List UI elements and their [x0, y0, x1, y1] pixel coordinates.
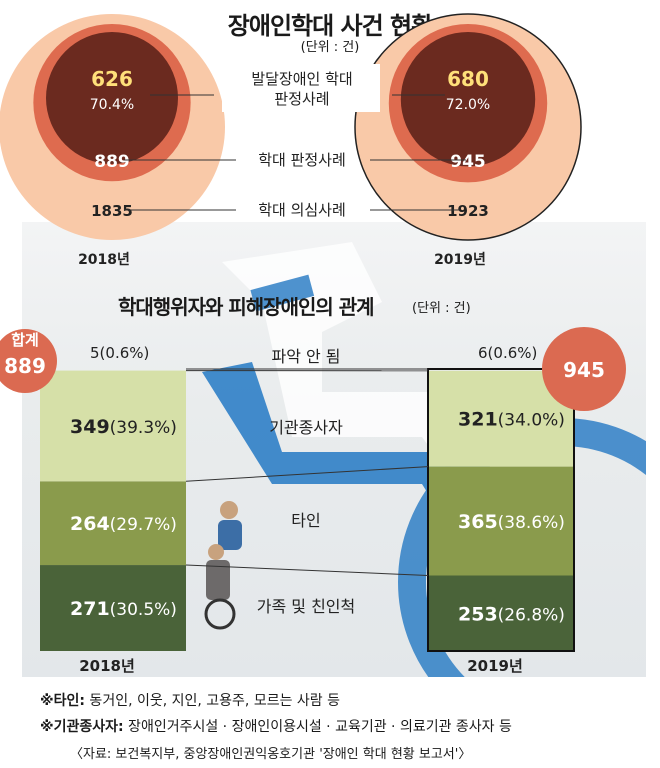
year-label-top-1: 2019년 [434, 252, 486, 268]
value-developmental-0: 626 [91, 67, 133, 91]
total-badge-0 [0, 329, 57, 393]
value-suspected-1: 1923 [447, 202, 489, 220]
footnote-2-mark: ※기관종사자: [40, 719, 124, 735]
connector-1 [185, 466, 429, 482]
label-suspected: 학대 의심사례 [258, 201, 346, 219]
series-label-2: 기관종사자 [269, 418, 343, 437]
chart-unit-1: (단위 : 건) [300, 40, 360, 55]
value-confirmed-1: 945 [450, 152, 486, 172]
year-label-top-0: 2018년 [78, 252, 130, 268]
series-label-3: 파악 안 됨 [271, 347, 340, 366]
pct-developmental-0: 70.4% [90, 97, 134, 113]
footnote-2-text: 장애인거주시설 · 장애인이용시설 · 교육기관 · 의료기관 종사자 등 [123, 719, 512, 735]
x-tick-0: 2018년 [79, 657, 135, 675]
label-developmental-line1: 발달장애인 학대 [251, 70, 352, 88]
bar-label-2-1: 321(34.0%) [458, 409, 565, 431]
total-value-0: 889 [4, 354, 46, 378]
total-value-1: 945 [563, 358, 605, 382]
bar-seg-0-1 [428, 575, 574, 651]
label-bg-developmental [222, 64, 380, 112]
bar-seg-1-0 [40, 481, 186, 566]
chart-title-1: 장애인학대 사건 현황 [227, 12, 433, 40]
footnote-1-mark: ※타인: [40, 693, 85, 709]
bar-label-3-0: 5(0.6%) [90, 344, 149, 362]
total-label: 합계 [11, 331, 39, 349]
bar-pct-0-1: (26.8%) [498, 605, 565, 625]
bar-pct-1-1: (38.6%) [498, 513, 565, 533]
value-confirmed-0: 889 [94, 152, 130, 172]
bar-pct-1-0: (29.7%) [110, 515, 177, 535]
bar-outline-2019 [427, 368, 575, 652]
bar-seg-2-0 [40, 370, 186, 482]
footnote-2: ※기관종사자: 장애인거주시설 · 장애인이용시설 · 교육기관 · 의료기관 … [40, 716, 512, 736]
bar-value-1-1: 365 [458, 511, 498, 533]
bar-label-0-1: 253(26.8%) [458, 603, 565, 625]
bar-value-0-1: 253 [458, 603, 498, 625]
bar-label-3-1: 6(0.6%) [478, 344, 537, 362]
footnote-1: ※타인: 동거인, 이웃, 지인, 고용주, 모르는 사람 등 [40, 690, 340, 710]
circle-developmental-0 [45, 32, 179, 165]
bar-value-2-0: 349 [70, 416, 110, 438]
bar-pct-2-0: (39.3%) [110, 418, 177, 438]
connector-0 [185, 564, 429, 577]
circle-developmental-1 [400, 32, 536, 167]
bar-pct-2-1: (34.0%) [498, 411, 565, 431]
bar-pct-0-0: (30.5%) [110, 600, 177, 620]
total-badge-1 [542, 327, 626, 411]
nested-circles-chart: 626 70.4% 889 1835 2018년 680 72.0% 945 1923 2019년… [0, 13, 582, 268]
chart-title-2: 학대행위자와 피해장애인의 관계 [118, 295, 375, 319]
series-label-0: 가족 및 친인척 [257, 597, 356, 616]
value-suspected-0: 1835 [91, 202, 133, 220]
label-confirmed: 학대 판정사례 [258, 151, 346, 169]
pct-developmental-1: 72.0% [446, 97, 490, 113]
stacked-bar-chart: 271(30.5%) 264(29.7%) 349(39.3%) 5(0.6%) 201… [0, 327, 626, 675]
bar-label-1-1: 365(38.6%) [458, 511, 565, 533]
bar-seg-0-0 [40, 565, 186, 651]
footnote-1-text: 동거인, 이웃, 지인, 고용주, 모르는 사람 등 [84, 693, 341, 709]
bar-value-0-0: 271 [70, 598, 110, 620]
source-note: 〈자료: 보건복지부, 중앙장애인권익옹호기관 '장애인 학대 현황 보고서'〉 [70, 747, 472, 762]
bar-label-1-0: 264(29.7%) [70, 513, 177, 535]
bar-label-2-0: 349(39.3%) [70, 416, 177, 438]
chart-unit-2: (단위 : 건) [412, 301, 471, 316]
x-tick-1: 2019년 [467, 657, 523, 675]
bar-seg-1-1 [428, 466, 574, 576]
series-label-1: 타인 [291, 511, 320, 530]
bar-value-2-1: 321 [458, 409, 498, 431]
figures-illustration [204, 501, 242, 630]
value-developmental-1: 680 [447, 67, 489, 91]
bar-label-0-0: 271(30.5%) [70, 598, 177, 620]
bar-value-1-0: 264 [70, 513, 110, 535]
label-developmental-line2: 판정사례 [274, 90, 329, 108]
